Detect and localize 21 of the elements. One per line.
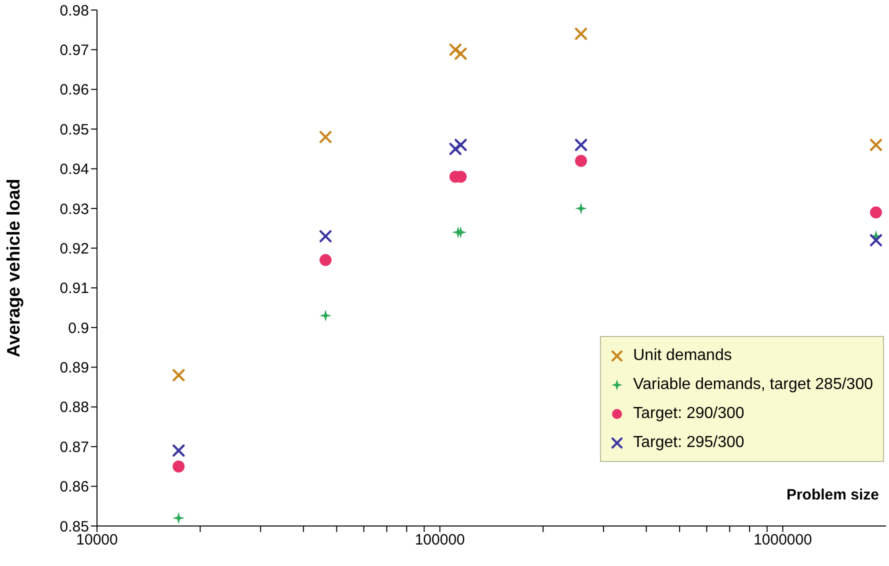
- y-tick-label: 0.89: [60, 360, 89, 377]
- legend-label: Variable demands, target 285/300: [633, 376, 873, 394]
- y-tick-label: 0.88: [60, 399, 89, 416]
- y-tick-label: 0.91: [60, 280, 89, 298]
- y-tick-label: 0.96: [60, 82, 89, 99]
- y-tick-label: 0.92: [60, 240, 89, 258]
- legend-label: Target: 295/300: [633, 434, 744, 452]
- y-tick-label: 0.93: [60, 200, 89, 218]
- y-tick-label: 0.97: [60, 42, 89, 60]
- y-tick-label: 0.86: [60, 478, 89, 496]
- legend-label: Target: 290/300: [633, 404, 744, 422]
- y-tick-label: 0.94: [60, 161, 89, 178]
- y-tick-label: 0.95: [60, 121, 89, 138]
- y-tick-label: 0.87: [60, 438, 89, 456]
- y-tick-label: 0.9: [68, 320, 89, 337]
- x-tick-label: 100000: [414, 532, 465, 549]
- x-axis-title: Problem size: [786, 486, 879, 504]
- x-tick-label: 1000000: [754, 532, 812, 549]
- y-axis-title: Average vehicle load: [3, 178, 24, 358]
- legend-label: Unit demands: [633, 346, 732, 364]
- y-tick-label: 0.98: [60, 2, 89, 20]
